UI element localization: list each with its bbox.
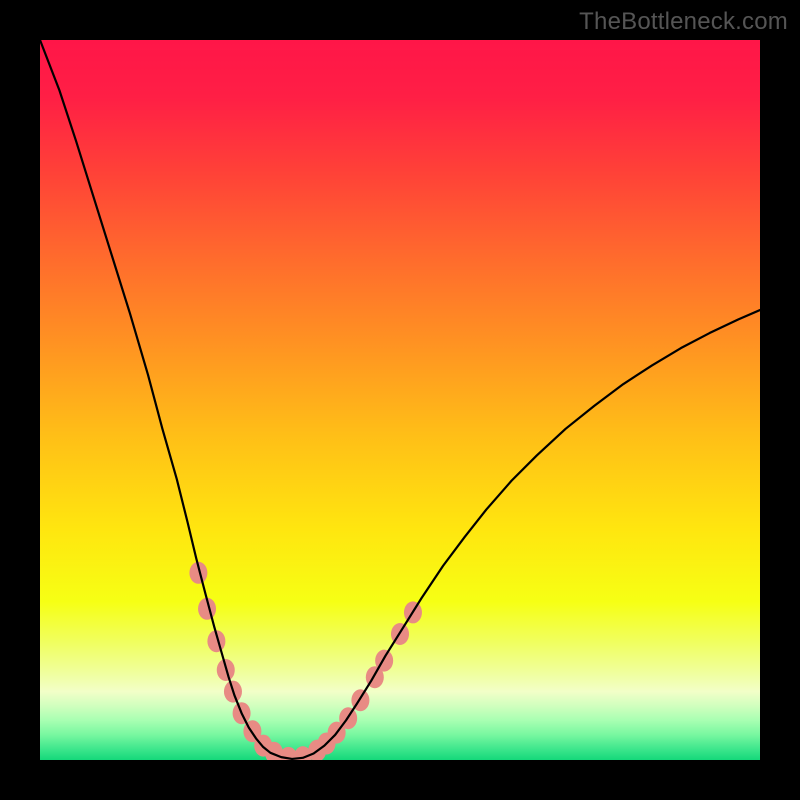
- plot-svg: [40, 40, 760, 760]
- watermark-text: TheBottleneck.com: [579, 8, 788, 36]
- bottleneck-curve: [40, 40, 760, 759]
- chart-frame: TheBottleneck.com: [0, 0, 800, 800]
- plot-area: [40, 40, 760, 760]
